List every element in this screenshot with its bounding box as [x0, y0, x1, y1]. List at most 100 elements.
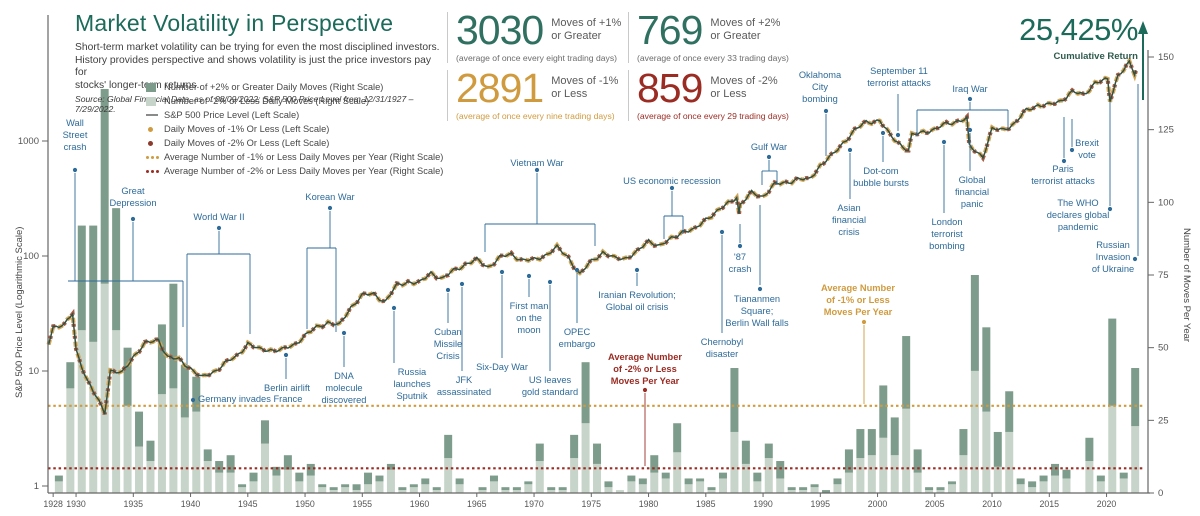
legend-item-6: Average Number of -2% or Less Daily Move… — [146, 164, 443, 178]
bar-plus2 — [123, 347, 132, 406]
bar-minus2 — [249, 481, 258, 493]
bar-minus2 — [993, 466, 1002, 493]
bar-plus2 — [1039, 475, 1048, 482]
world-war-2-dot — [216, 225, 222, 231]
bar-plus2 — [661, 472, 670, 479]
bar-minus2 — [558, 490, 567, 493]
bar-plus2 — [879, 385, 888, 438]
bar-plus2 — [249, 472, 258, 482]
annotation-sputnik: Russia launches Sputnik — [393, 367, 431, 401]
bar-minus2 — [718, 478, 727, 493]
bar-plus2 — [444, 434, 453, 459]
x-tick-label: 1955 — [353, 499, 373, 509]
bar-plus2 — [455, 478, 464, 485]
stat-label: Moves of -2% or Less — [710, 75, 778, 100]
bar-minus2 — [902, 408, 911, 493]
bar-minus2 — [615, 490, 624, 493]
bar-plus2 — [1016, 478, 1025, 485]
tiananmen-berlin-wall-dot — [757, 286, 763, 292]
page-title: Market Volatility in Perspective — [75, 10, 394, 36]
stat-label: Moves of +2% or Greater — [710, 17, 781, 42]
legend-item-3: Daily Moves of -1% Or Less (Left Scale) — [146, 122, 443, 136]
bar-plus2 — [1051, 463, 1060, 476]
bar-minus2 — [1119, 478, 1128, 493]
dna-discovered-dot — [341, 330, 347, 336]
annotation-global-financial-panic: Global financial panic — [954, 175, 990, 209]
chart-subtitle: Short-term market volatility can be tryi… — [75, 42, 440, 91]
bar-minus2 — [398, 490, 407, 493]
annotation-moon-landing: First man on the moon — [509, 301, 549, 335]
bar-plus2 — [329, 487, 338, 491]
bar-plus2 — [570, 434, 579, 459]
bar-plus2 — [1108, 318, 1117, 406]
cumulative-return-value: 25,425% — [1019, 12, 1138, 47]
legend-marker-dots-icon — [146, 169, 160, 173]
bar-plus2 — [696, 478, 705, 482]
legend-marker-dot-icon — [146, 140, 160, 146]
bar-plus2 — [947, 481, 956, 485]
cumulative-return-block: 25,425% Cumulative Return — [1019, 12, 1138, 62]
bar-minus2 — [730, 431, 739, 493]
bar-minus2 — [226, 472, 235, 493]
bar-minus2 — [604, 487, 613, 493]
stat-value: 859 — [637, 65, 703, 111]
annotation-september-11: September 11 terrorist attacks — [867, 66, 931, 88]
annotation-tiananmen-berlin-wall: Tiananmen Square; Berlin Wall falls — [725, 294, 789, 328]
bar-plus2 — [1062, 469, 1071, 479]
bar-minus2 — [1096, 481, 1105, 493]
bar-plus2 — [112, 208, 121, 331]
bar-minus2 — [959, 455, 968, 493]
bar-plus2 — [787, 487, 796, 491]
bar-plus2 — [593, 443, 602, 464]
jfk-dot — [459, 281, 465, 287]
x-tick-label: 1940 — [181, 499, 201, 509]
bar-minus2 — [982, 411, 991, 493]
bar-plus2 — [959, 429, 968, 456]
legend-label: S&P 500 Price Level (Left Scale) — [164, 110, 300, 120]
bar-minus2 — [570, 458, 579, 493]
bar-plus2 — [776, 461, 785, 479]
chernobyl-dot — [719, 229, 725, 235]
gold-standard-dot — [547, 279, 553, 285]
x-tick-label: 1980 — [639, 499, 659, 509]
bar-plus2 — [238, 484, 247, 488]
bar-plus2 — [604, 481, 613, 488]
bar-plus2 — [169, 283, 178, 389]
avg-minus2-label-dot — [642, 387, 648, 393]
bar-minus2 — [306, 475, 315, 493]
x-tick-label: 2005 — [925, 499, 945, 509]
bar-minus2 — [593, 463, 602, 493]
bar-minus2 — [112, 330, 121, 493]
legend-label: Average Number of -2% or Less Daily Move… — [164, 166, 444, 176]
x-tick-label: 1965 — [467, 499, 487, 509]
annotation-germany-invades-france: Germany invades France — [198, 394, 303, 404]
legend-marker-dot-icon — [146, 126, 160, 132]
annotation-brexit: Brexit vote — [1075, 138, 1099, 160]
x-tick-label: 1970 — [524, 499, 544, 509]
bar-plus2 — [226, 455, 235, 473]
x-tick-label: 2015 — [1040, 499, 1060, 509]
bar-minus2 — [947, 484, 956, 493]
right-axis-title: Number of Moves Per Year — [1181, 228, 1192, 343]
bar-minus2 — [867, 455, 876, 493]
bar-minus2 — [318, 487, 327, 493]
bar-plus2 — [375, 475, 384, 482]
bar-plus2 — [684, 478, 693, 485]
bar-plus2 — [982, 327, 991, 412]
annotation-87-crash: '87 crash — [728, 252, 752, 274]
bar-minus2 — [1028, 487, 1037, 493]
annotation-london-bombing: London terrorist bombing — [929, 217, 965, 251]
bar-plus2 — [799, 487, 808, 491]
london-bombing-dot — [941, 139, 947, 145]
x-tick-label: 1950 — [295, 499, 315, 509]
annotation-jfk: JFK assassinated — [436, 375, 492, 397]
annotation-gulf-war: Gulf War — [750, 142, 788, 152]
bar-minus2 — [661, 478, 670, 493]
paris-attacks-dot — [1061, 158, 1067, 164]
x-tick-label: 1960 — [410, 499, 430, 509]
legend-item-5: Average Number of -1% or Less Daily Move… — [146, 150, 443, 164]
bar-minus2 — [1108, 405, 1117, 493]
bar-plus2 — [535, 443, 544, 462]
bar-plus2 — [66, 362, 75, 389]
bar-plus2 — [318, 484, 327, 488]
